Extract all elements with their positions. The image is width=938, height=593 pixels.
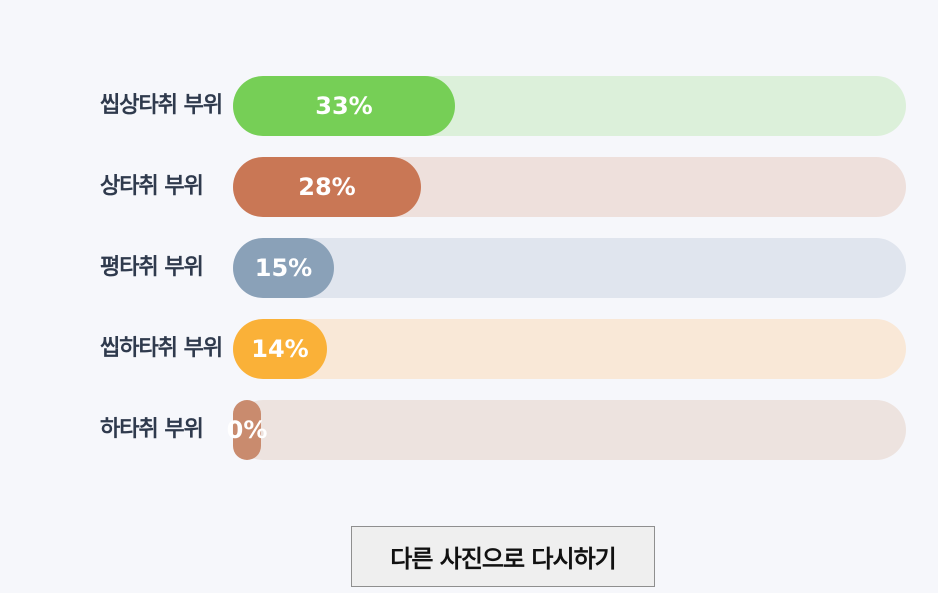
retry-button[interactable]: 다른 사진으로 다시하기: [351, 526, 655, 587]
progress-fill: [233, 76, 455, 136]
result-label: 하타취 부위: [100, 417, 204, 442]
progress-percent: 14%: [251, 335, 309, 363]
progress-fill: [233, 157, 421, 217]
progress-percent: 28%: [298, 173, 356, 201]
progress-track: 33%: [233, 76, 906, 136]
progress-percent: 15%: [254, 254, 313, 282]
result-label: 상타취 부위: [100, 174, 204, 199]
result-label: 평타취 부위: [100, 255, 204, 280]
result-row: 상타취 부위 28%: [100, 157, 906, 217]
progress-percent: 33%: [315, 92, 373, 120]
result-row: 평타취 부위 15%: [100, 238, 906, 298]
result-row: 하타취 부위 0%: [100, 400, 906, 460]
progress-percent: 0%: [226, 416, 268, 444]
result-row: 씹하타취 부위 14%: [100, 319, 906, 379]
result-label: 씹상타취 부위: [100, 93, 223, 118]
progress-track: 14%: [233, 319, 906, 379]
progress-track: 15%: [233, 238, 906, 298]
progress-fill: [233, 400, 261, 460]
progress-fill: [233, 238, 334, 298]
result-label: 씹하타취 부위: [100, 336, 223, 361]
progress-fill: [233, 319, 327, 379]
progress-track: 0%: [227, 400, 906, 460]
progress-track: 28%: [233, 157, 906, 217]
result-row: 씹상타취 부위 33%: [100, 76, 906, 136]
